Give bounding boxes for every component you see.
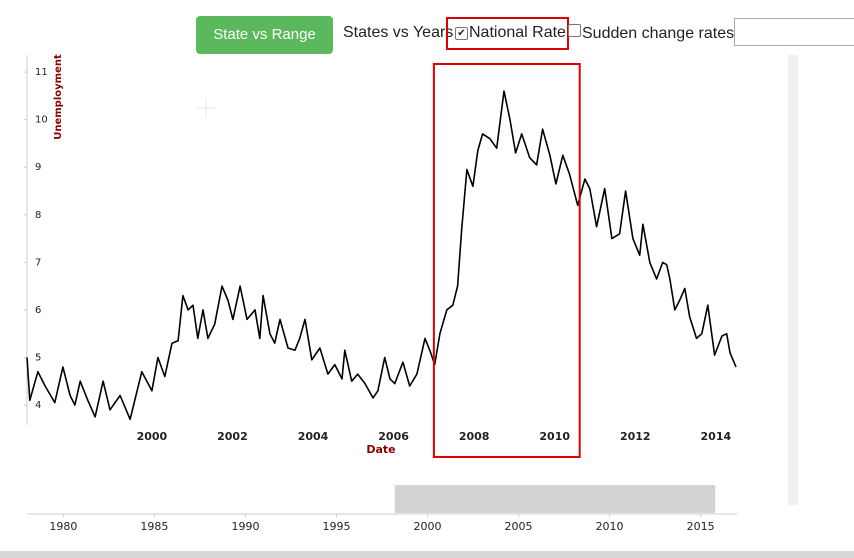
- y-tick-label: 6: [35, 305, 41, 316]
- y-tick-label: 9: [35, 162, 41, 173]
- overview-tick-label: 2015: [687, 520, 715, 533]
- x-tick-label: 2010: [539, 430, 570, 443]
- x-tick-label: 2000: [137, 430, 168, 443]
- y-tick-label: 8: [35, 210, 41, 221]
- text-input[interactable]: [734, 18, 854, 46]
- highlight-box: [432, 63, 581, 458]
- x-tick-label: 2008: [459, 430, 490, 443]
- x-axis-label: Date: [366, 443, 395, 456]
- checkbox[interactable]: [568, 24, 581, 37]
- scrollbar[interactable]: [788, 55, 798, 505]
- x-tick-label: 2002: [217, 430, 248, 443]
- y-tick-label: 10: [35, 115, 48, 126]
- data-line: [26, 90, 737, 421]
- overview-tick-label: 1995: [322, 520, 350, 533]
- overview-tick-label: 2010: [596, 520, 624, 533]
- overview-tick-label: 2000: [414, 520, 442, 533]
- scrollbar[interactable]: [0, 551, 854, 558]
- y-tick-label: 11: [35, 67, 48, 78]
- states-years-label[interactable]: States vs Years: [343, 24, 454, 41]
- checkbox-label: National Rate: [469, 24, 566, 41]
- y-tick-label: 5: [35, 352, 41, 363]
- x-tick-label: 2012: [620, 430, 651, 443]
- x-tick-label: 2006: [378, 430, 409, 443]
- sudden-change-checkbox[interactable]: Sudden change rates: [568, 24, 734, 43]
- y-tick-label: 7: [35, 257, 41, 268]
- national-rate-checkbox[interactable]: ✔ National Rate: [455, 24, 566, 42]
- overview-tick-label: 2005: [505, 520, 533, 533]
- brush: [394, 485, 716, 513]
- checkbox-label: Sudden change rates: [582, 25, 735, 42]
- x-tick-label: 2004: [298, 430, 329, 443]
- overview-tick-label: 1990: [231, 520, 259, 533]
- y-tick-label: 4: [35, 400, 41, 411]
- overview-tick-label: 1980: [49, 520, 77, 533]
- overview-tick-label: 1985: [140, 520, 168, 533]
- checkbox[interactable]: ✔: [455, 27, 468, 40]
- state-range-button[interactable]: State vs Range: [196, 16, 333, 54]
- y-axis-label: Unemployment: [53, 54, 64, 140]
- x-tick-label: 2014: [701, 430, 732, 443]
